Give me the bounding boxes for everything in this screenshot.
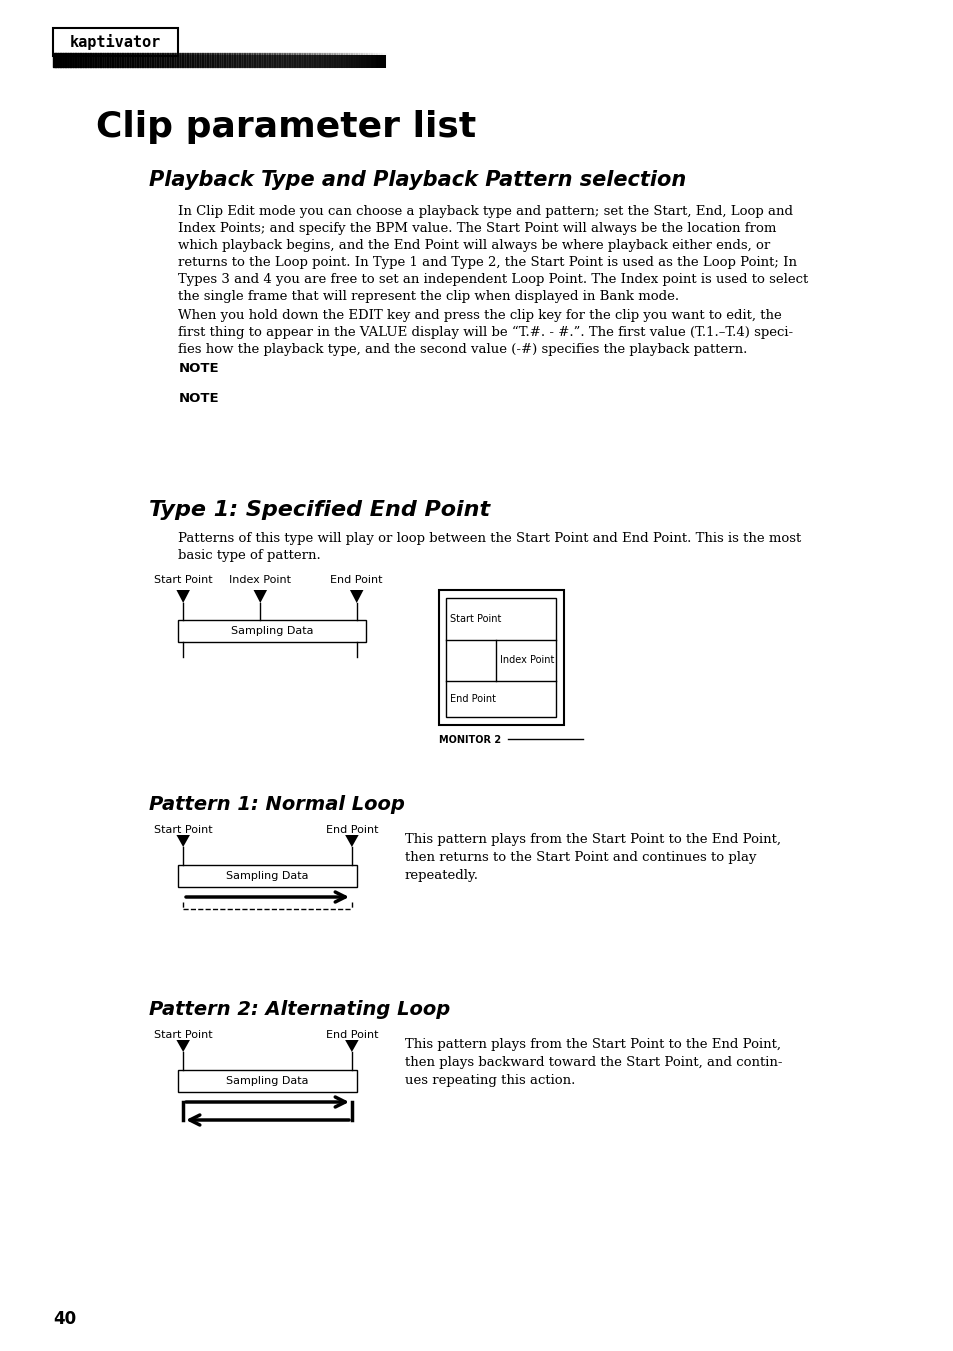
Text: which playback begins, and the End Point will always be where playback either en: which playback begins, and the End Point…: [178, 239, 770, 253]
Text: NOTE: NOTE: [178, 362, 219, 376]
Text: Index Point: Index Point: [229, 576, 291, 585]
Text: In Clip Edit mode you can choose a playback type and pattern; set the Start, End: In Clip Edit mode you can choose a playb…: [178, 205, 793, 218]
Polygon shape: [350, 590, 363, 603]
Text: Start Point: Start Point: [153, 576, 213, 585]
Text: Start Point: Start Point: [153, 825, 213, 835]
Text: fies how the playback type, and the second value (-#) specifies the playback pat: fies how the playback type, and the seco…: [178, 343, 747, 357]
Bar: [438, 590, 563, 725]
Text: returns to the Loop point. In Type 1 and Type 2, the Start Point is used as the : returns to the Loop point. In Type 1 and…: [178, 255, 797, 269]
Polygon shape: [176, 835, 190, 847]
Text: Type 1: Specified End Point: Type 1: Specified End Point: [150, 500, 490, 520]
Polygon shape: [345, 1040, 358, 1052]
Text: kaptivator: kaptivator: [70, 34, 161, 50]
Text: NOTE: NOTE: [178, 392, 219, 405]
Bar: [53, 28, 178, 55]
Text: first thing to appear in the VALUE display will be “T.#. - #.”. The first value : first thing to appear in the VALUE displ…: [178, 326, 793, 339]
Bar: [178, 865, 356, 888]
Bar: [446, 598, 556, 717]
Text: Start Point: Start Point: [450, 613, 501, 624]
Polygon shape: [176, 1040, 190, 1052]
Bar: [178, 1070, 356, 1092]
Text: Types 3 and 4 you are free to set an independent Loop Point. The Index point is : Types 3 and 4 you are free to set an ind…: [178, 273, 808, 286]
Text: When you hold down the EDIT key and press the clip key for the clip you want to : When you hold down the EDIT key and pres…: [178, 309, 781, 322]
Text: End Point: End Point: [325, 1029, 377, 1040]
Text: Clip parameter list: Clip parameter list: [96, 109, 476, 145]
Text: basic type of pattern.: basic type of pattern.: [178, 549, 321, 562]
Text: Patterns of this type will play or loop between the Start Point and End Point. T: Patterns of this type will play or loop …: [178, 532, 801, 544]
Text: This pattern plays from the Start Point to the End Point,
then returns to the St: This pattern plays from the Start Point …: [404, 834, 781, 882]
Text: Pattern 1: Normal Loop: Pattern 1: Normal Loop: [150, 794, 405, 815]
Text: Sampling Data: Sampling Data: [226, 871, 309, 881]
Text: Playback Type and Playback Pattern selection: Playback Type and Playback Pattern selec…: [150, 170, 686, 190]
Text: Sampling Data: Sampling Data: [231, 626, 314, 636]
Text: 40: 40: [53, 1310, 76, 1328]
Bar: [178, 620, 366, 642]
Text: End Point: End Point: [325, 825, 377, 835]
Text: Sampling Data: Sampling Data: [226, 1075, 309, 1086]
Text: End Point: End Point: [330, 576, 382, 585]
Text: Index Point: Index Point: [499, 655, 554, 666]
Text: MONITOR 2: MONITOR 2: [438, 735, 500, 744]
Text: This pattern plays from the Start Point to the End Point,
then plays backward to: This pattern plays from the Start Point …: [404, 1038, 781, 1088]
Text: Index Points; and specify the BPM value. The Start Point will always be the loca: Index Points; and specify the BPM value.…: [178, 222, 776, 235]
Text: End Point: End Point: [450, 694, 496, 704]
Text: the single frame that will represent the clip when displayed in Bank mode.: the single frame that will represent the…: [178, 290, 679, 303]
Polygon shape: [345, 835, 358, 847]
Polygon shape: [253, 590, 267, 603]
Text: Pattern 2: Alternating Loop: Pattern 2: Alternating Loop: [150, 1000, 450, 1019]
Polygon shape: [176, 590, 190, 603]
Text: Start Point: Start Point: [153, 1029, 213, 1040]
